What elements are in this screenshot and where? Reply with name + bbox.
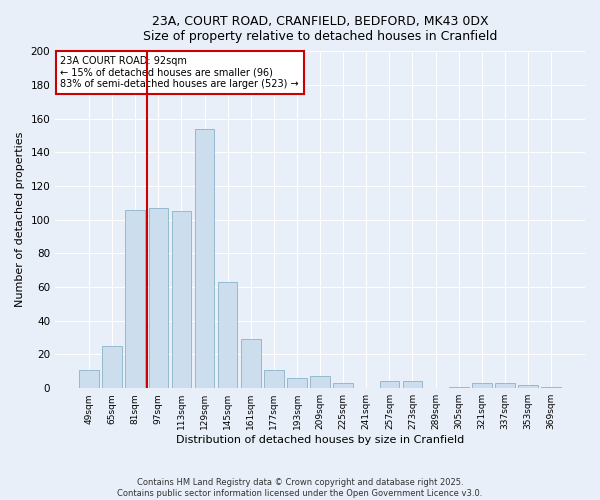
- Bar: [79, 370, 99, 388]
- Bar: [149, 208, 168, 388]
- Bar: [380, 382, 399, 388]
- Bar: [195, 128, 214, 388]
- Bar: [403, 382, 422, 388]
- Title: 23A, COURT ROAD, CRANFIELD, BEDFORD, MK43 0DX
Size of property relative to detac: 23A, COURT ROAD, CRANFIELD, BEDFORD, MK4…: [143, 15, 497, 43]
- Bar: [518, 385, 538, 388]
- Bar: [218, 282, 238, 388]
- Bar: [287, 378, 307, 388]
- X-axis label: Distribution of detached houses by size in Cranfield: Distribution of detached houses by size …: [176, 435, 464, 445]
- Bar: [449, 386, 469, 388]
- Text: 23A COURT ROAD: 92sqm
← 15% of detached houses are smaller (96)
83% of semi-deta: 23A COURT ROAD: 92sqm ← 15% of detached …: [61, 56, 299, 90]
- Bar: [125, 210, 145, 388]
- Bar: [472, 383, 491, 388]
- Bar: [264, 370, 284, 388]
- Bar: [172, 211, 191, 388]
- Y-axis label: Number of detached properties: Number of detached properties: [15, 132, 25, 308]
- Bar: [541, 386, 561, 388]
- Text: Contains HM Land Registry data © Crown copyright and database right 2025.
Contai: Contains HM Land Registry data © Crown c…: [118, 478, 482, 498]
- Bar: [495, 383, 515, 388]
- Bar: [334, 383, 353, 388]
- Bar: [241, 340, 260, 388]
- Bar: [103, 346, 122, 388]
- Bar: [310, 376, 330, 388]
